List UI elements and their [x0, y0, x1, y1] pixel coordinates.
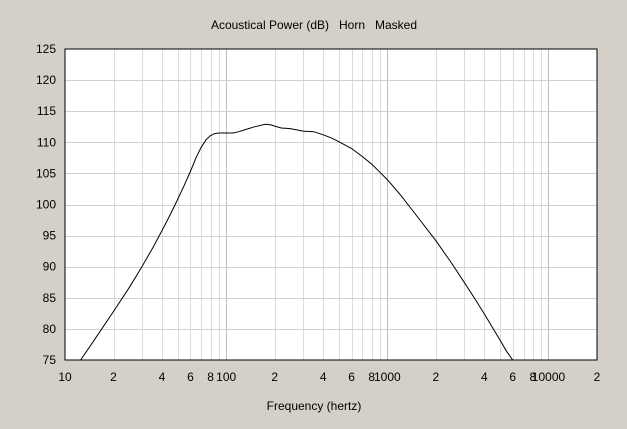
series-line-acoustical-power [80, 123, 514, 361]
y-tick-label: 125 [36, 42, 56, 56]
y-tick-label: 110 [37, 135, 56, 149]
x-tick-label: 6 [348, 370, 355, 384]
y-tick-label: 75 [43, 353, 57, 367]
x-tick-label: 6 [187, 370, 194, 384]
plot-area [65, 49, 597, 360]
x-tick-label: 4 [481, 370, 488, 384]
x-tick-label: 8 [368, 370, 375, 384]
x-tick-label: 100 [216, 370, 236, 384]
y-tick-label: 95 [43, 229, 57, 243]
y-axis-ticks: 75 80 85 90 95 100 105 110 115 120 125 [36, 42, 56, 367]
y-tick-label: 115 [37, 104, 56, 118]
x-tick-label: 2 [271, 370, 278, 384]
y-tick-label: 90 [43, 260, 57, 274]
y-tick-label: 85 [43, 291, 57, 305]
y-tick-label: 120 [36, 73, 56, 87]
x-tick-label: 4 [320, 370, 327, 384]
x-tick-label: 4 [159, 370, 166, 384]
x-axis-label: Frequency (hertz) [267, 399, 362, 413]
x-tick-label: 10 [58, 370, 72, 384]
y-tick-label: 100 [36, 198, 56, 212]
x-tick-label: 6 [509, 370, 516, 384]
x-tick-label: 1000 [374, 370, 401, 384]
y-tick-label: 80 [43, 322, 57, 336]
x-tick-label: 8 [207, 370, 214, 384]
x-tick-label: 8 [530, 370, 537, 384]
x-tick-label: 2 [432, 370, 439, 384]
chart-title: Acoustical Power (dB) Horn Masked [211, 18, 417, 32]
plot-frame [64, 48, 598, 361]
x-tick-label: 10000 [532, 370, 566, 384]
x-tick-label: 2 [110, 370, 117, 384]
x-tick-label: 2 [594, 370, 601, 384]
grid-lines [65, 49, 597, 360]
y-tick-label: 105 [36, 166, 56, 180]
